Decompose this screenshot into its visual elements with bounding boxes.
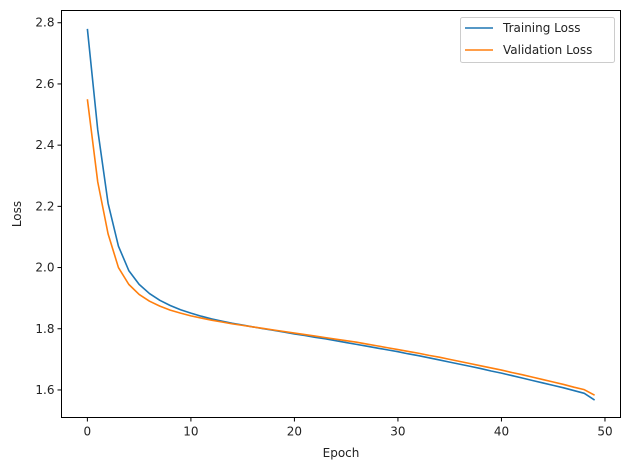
- x-axis-label: Epoch: [323, 446, 360, 460]
- y-tick-label: 2.2: [35, 199, 54, 213]
- y-tick-label: 2.6: [35, 77, 54, 91]
- y-tick-label: 1.8: [35, 322, 54, 336]
- plot-area: [86, 28, 596, 401]
- y-axis-ticks: 1.6 1.8 2.0 2.2 2.4 2.6 2.8: [35, 16, 62, 397]
- x-tick-label: 0: [84, 425, 92, 439]
- axes-frame: [61, 10, 621, 418]
- y-tick-label: 2.4: [35, 138, 54, 152]
- series-line-validation-loss: [86, 99, 595, 396]
- series-line-training-loss: [86, 28, 596, 401]
- legend: Training Loss Validation Loss: [460, 17, 615, 63]
- x-tick-label: 10: [183, 425, 198, 439]
- x-tick-label: 30: [390, 425, 405, 439]
- x-axis-ticks: 0 10 20 30 40 50: [84, 417, 613, 439]
- x-tick-label: 40: [494, 425, 509, 439]
- legend-label-training: Training Loss: [502, 21, 580, 35]
- y-tick-label: 1.6: [35, 383, 54, 397]
- y-axis-label: Loss: [10, 201, 24, 227]
- legend-label-validation: Validation Loss: [503, 43, 592, 57]
- y-tick-label: 2.0: [35, 261, 54, 275]
- y-tick-label: 2.8: [35, 16, 54, 30]
- x-tick-label: 50: [597, 425, 612, 439]
- x-tick-label: 20: [287, 425, 302, 439]
- legend-box: [460, 17, 615, 63]
